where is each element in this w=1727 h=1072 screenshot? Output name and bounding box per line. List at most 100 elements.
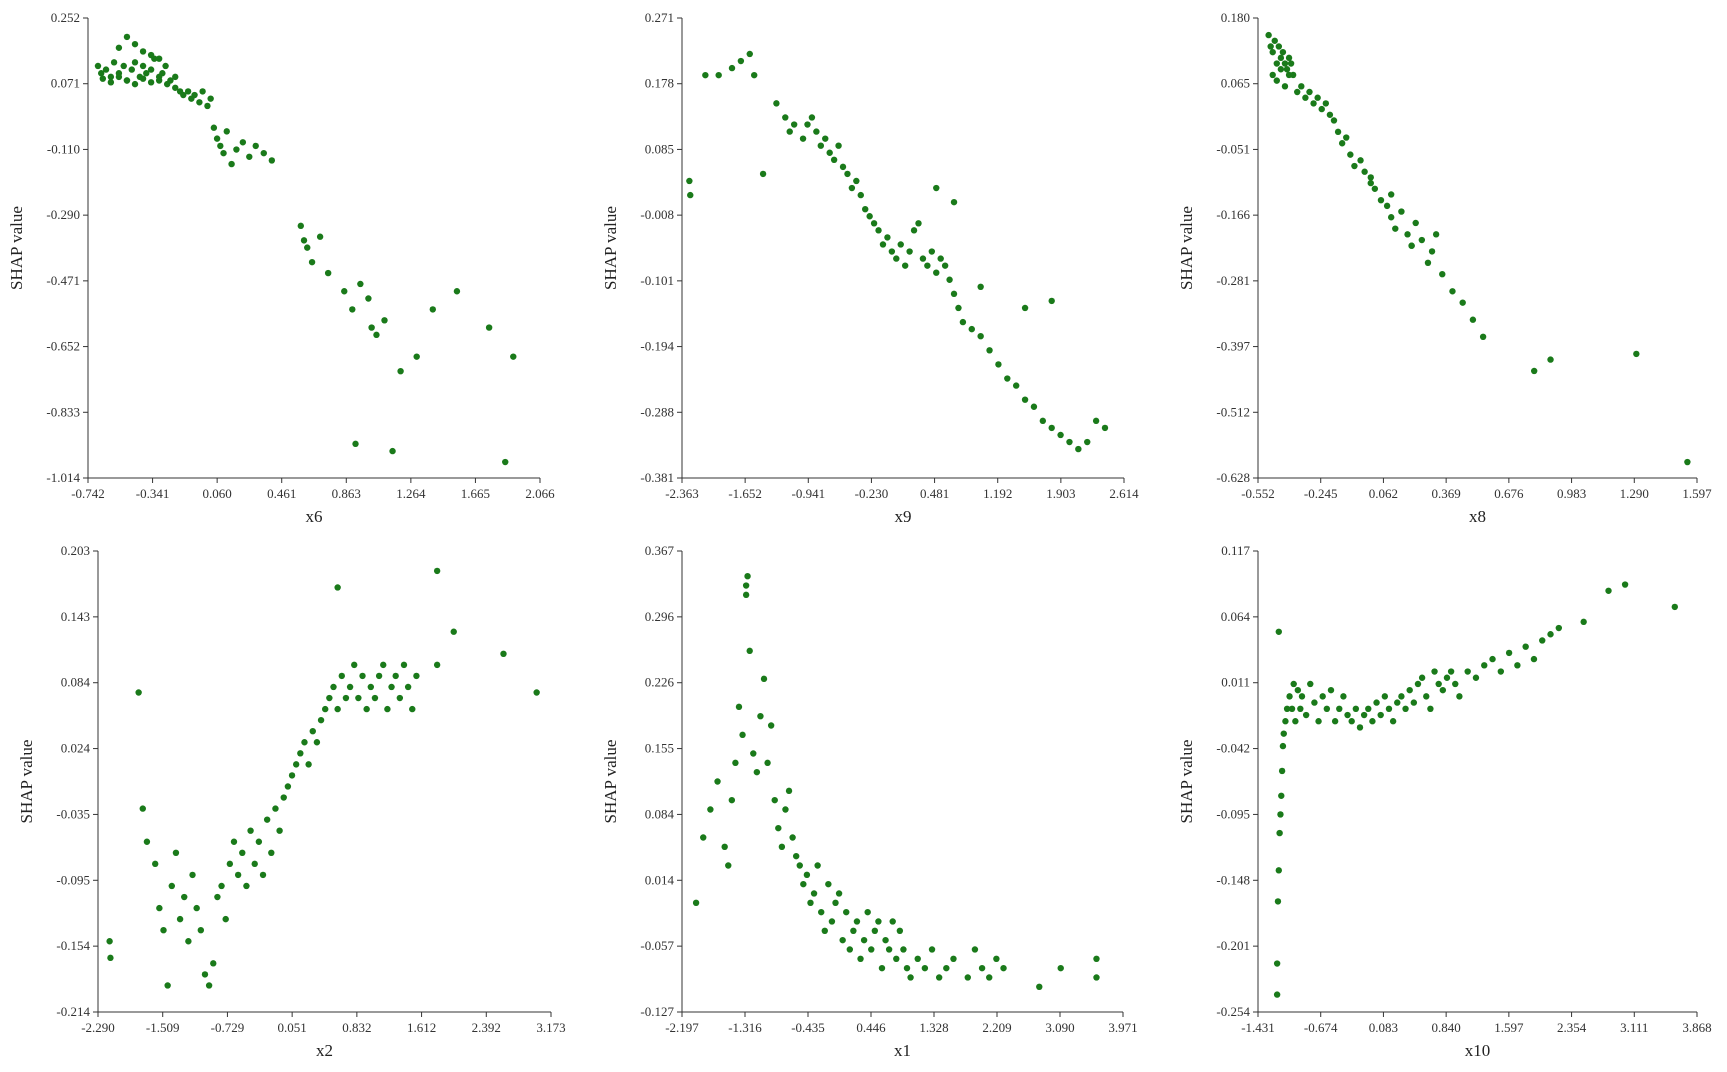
data-point [928,946,936,953]
data-point [1021,396,1029,403]
data-point [885,946,893,953]
data-point [1327,686,1335,694]
data-point [309,727,316,735]
y-tick-label: -0.397 [1216,339,1250,354]
data-point [373,331,380,339]
y-tick-label: -0.628 [1216,470,1250,485]
data-point [687,191,694,199]
x-tick-label: -0.245 [1304,486,1338,501]
data-point [107,73,115,81]
data-point [943,964,950,972]
data-point [230,838,238,845]
data-point [263,816,271,823]
data-point [993,955,1000,963]
data-point [986,347,993,354]
x-tick-label: -0.341 [136,486,170,501]
data-point [351,661,358,669]
data-point [868,946,875,953]
data-point [839,936,846,944]
y-tick-label: -0.057 [640,938,674,953]
data-point [737,57,745,65]
data-point [123,77,131,84]
x-tick-label: 1.597 [1682,486,1712,501]
data-point [884,234,891,241]
data-point [804,121,811,128]
data-point [172,73,179,81]
data-point [1092,417,1100,425]
data-point [110,59,118,66]
data-point [1377,196,1385,204]
x-tick-label: 3.868 [1682,1020,1711,1035]
data-point [778,843,786,851]
y-tick-label: 0.226 [645,675,675,690]
data-point [143,70,150,77]
x-tick-label: 1.903 [1046,486,1075,501]
data-point [252,142,259,150]
data-point [368,324,375,331]
data-point [147,66,155,73]
x-axis-label: x2 [316,1041,333,1060]
data-point [1274,898,1282,905]
data-point [222,915,229,923]
data-point [392,672,399,680]
x-axis-label: x10 [1465,1041,1491,1060]
y-tick-label: -0.471 [46,273,80,288]
x-tick-label: 3.173 [536,1020,565,1035]
data-point [156,904,163,912]
data-point [760,675,768,683]
data-point [384,705,391,713]
data-point [1464,668,1471,675]
data-point [924,262,931,269]
x-tick-label: 1.290 [1620,486,1649,501]
data-point [1383,202,1391,210]
data-point [933,269,940,276]
data-point [1278,792,1285,799]
data-point [397,367,404,375]
data-point [533,689,540,696]
data-point [1351,162,1358,170]
data-point [371,694,379,702]
y-tick-label: 0.085 [645,141,674,156]
y-tick-label: 0.065 [1221,76,1250,91]
data-point [1278,767,1286,775]
data-point [1000,964,1007,972]
y-tick-label: 0.367 [645,543,675,558]
data-point [304,244,311,251]
data-point [1271,37,1278,44]
data-point [721,843,728,851]
data-point [1389,718,1397,725]
data-point [744,572,751,580]
data-point [205,982,213,989]
data-point [1292,718,1299,725]
y-tick-label: 0.203 [61,543,90,558]
data-point [107,954,114,962]
y-tick-label: -0.254 [1216,1004,1250,1019]
data-point [1298,83,1305,90]
x-tick-label: 1.264 [396,486,426,501]
data-point [305,761,312,768]
data-point [228,160,235,168]
x-axis-label: x6 [306,507,323,526]
y-tick-label: -0.008 [640,207,674,222]
data-point [1431,668,1438,675]
data-point [247,827,254,834]
y-tick-label: 0.024 [61,741,91,756]
data-point [955,304,962,312]
data-point [1276,829,1283,837]
data-point [363,705,370,713]
x-tick-label: -0.674 [1304,1020,1338,1035]
data-point [850,927,857,935]
y-tick-label: 0.178 [645,76,674,91]
data-point [139,62,147,70]
data-point [502,458,509,466]
data-point [1456,693,1463,700]
y-tick-label: -0.281 [1216,273,1250,288]
data-point [900,946,907,953]
data-point [1275,43,1283,50]
data-point [785,787,793,795]
data-point [1530,655,1538,663]
data-point [846,946,854,953]
data-point [702,71,709,79]
y-tick-label: -0.652 [46,339,80,354]
